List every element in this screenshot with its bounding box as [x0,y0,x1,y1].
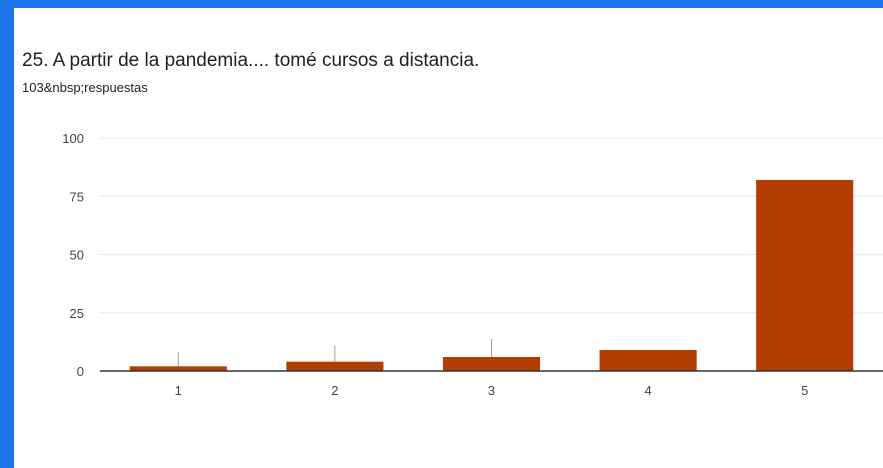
y-tick-label-0: 0 [77,364,84,379]
x-tick-label-2: 2 [331,383,338,398]
bar-5 [756,179,854,371]
x-tick-label-3: 3 [488,383,495,398]
y-tick-label-4: 100 [62,131,84,146]
bar-2 [286,361,384,371]
bar-4 [599,350,697,371]
bar-3 [442,357,541,371]
y-tick-label-2: 50 [70,248,84,263]
bar-1 [129,366,227,371]
response-count: 103&nbsp;respuestas [22,80,148,95]
question-title: 25. A partir de la pandemia.... tomé cur… [22,50,480,71]
y-tick-label-1: 25 [70,306,84,321]
y-tick-label-3: 75 [70,189,84,204]
x-tick-label-5: 5 [801,383,808,398]
x-tick-label-4: 4 [644,383,651,398]
x-tick-label-1: 1 [175,383,182,398]
